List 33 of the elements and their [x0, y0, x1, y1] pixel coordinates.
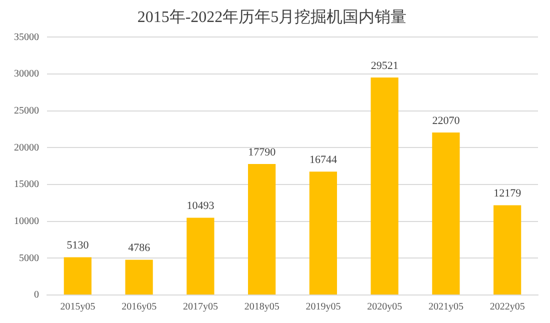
bar — [248, 164, 276, 294]
y-tick-label: 15000 — [14, 179, 39, 190]
y-tick-label: 5000 — [19, 252, 39, 264]
x-tick-label: 2022y05 — [490, 302, 525, 313]
x-tick-label: 2021y05 — [428, 302, 464, 313]
data-label: 16744 — [309, 154, 338, 166]
data-label: 29521 — [370, 60, 398, 72]
bar — [432, 132, 460, 294]
bar — [309, 172, 337, 294]
y-tick-label: 25000 — [14, 105, 39, 116]
data-label: 5130 — [66, 240, 90, 252]
x-tick-label: 2016y05 — [122, 302, 157, 313]
data-label: 17790 — [248, 146, 276, 158]
y-tick-label: 20000 — [14, 142, 39, 154]
data-label: 12179 — [494, 188, 522, 200]
bar — [370, 78, 398, 294]
x-tick-label: 2018y05 — [244, 302, 280, 313]
chart-title: 2015年-2022年历年5月挖掘机国内销量 — [137, 8, 407, 26]
bar — [64, 257, 92, 294]
bar — [125, 260, 153, 294]
x-tick-label: 2020y05 — [367, 302, 402, 313]
x-tick-label: 2017y05 — [182, 302, 218, 313]
data-label: 4786 — [128, 242, 151, 254]
y-tick-label: 10000 — [14, 216, 39, 227]
x-tick-label: 2015y05 — [60, 302, 96, 313]
data-label: 22070 — [432, 114, 460, 127]
y-tick-label: 35000 — [14, 32, 39, 43]
y-tick-label: 0 — [34, 290, 39, 301]
bar — [494, 205, 522, 294]
bar — [186, 218, 214, 294]
data-label: 10493 — [186, 200, 215, 212]
y-tick-label: 30000 — [14, 68, 39, 80]
x-tick-label: 2019y05 — [306, 302, 341, 313]
